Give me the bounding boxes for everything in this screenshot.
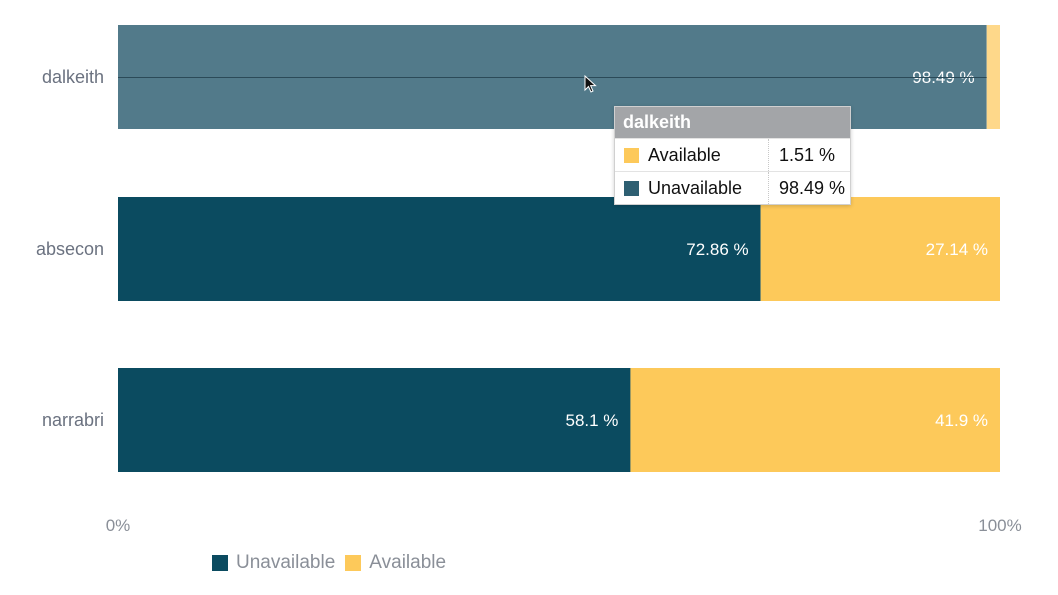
tooltip-row-available: Available 1.51 %	[615, 138, 850, 171]
bar-available-narrabri[interactable]	[630, 368, 1000, 472]
bar-available-absecon[interactable]	[760, 197, 1000, 301]
tooltip-row-name: Unavailable	[648, 177, 743, 198]
tooltip-row-value: 98.49 %	[779, 177, 846, 198]
tooltip-swatch-unavailable	[624, 180, 639, 196]
category-label: absecon	[36, 239, 104, 259]
legend-item-available[interactable]: Available	[345, 552, 446, 574]
x-tick-label: 100%	[978, 516, 1021, 535]
legend-label-available: Available	[369, 552, 447, 573]
x-tick-label: 0%	[106, 516, 131, 535]
mouse-pointer-icon	[584, 75, 597, 93]
tooltip-row-name: Available	[648, 144, 721, 165]
legend: Unavailable Available	[212, 552, 446, 574]
legend-item-unavailable[interactable]: Unavailable	[212, 552, 335, 574]
bar-value-label: 41.9 %	[935, 411, 988, 430]
category-label: narrabri	[42, 410, 104, 430]
category-label: dalkeith	[42, 67, 104, 87]
tooltip-row-value: 1.51 %	[779, 144, 836, 165]
bar-unavailable-narrabri[interactable]	[118, 368, 631, 472]
legend-label-unavailable: Unavailable	[236, 552, 336, 573]
bar-value-label: 27.14 %	[926, 240, 988, 259]
tooltip-swatch-available	[624, 147, 639, 163]
bar-value-label: 72.86 %	[686, 240, 748, 259]
legend-swatch-available	[345, 555, 362, 571]
tooltip-row-unavailable: Unavailable 98.49 %	[615, 171, 850, 204]
tooltip: dalkeith Available 1.51 % Unavailable 98…	[614, 106, 851, 205]
tooltip-title: dalkeith	[615, 107, 850, 138]
bar-available-dalkeith[interactable]	[986, 25, 1000, 129]
legend-swatch-unavailable	[212, 555, 228, 571]
bar-unavailable-absecon[interactable]	[118, 197, 761, 301]
bar-value-label: 58.1 %	[566, 411, 619, 430]
